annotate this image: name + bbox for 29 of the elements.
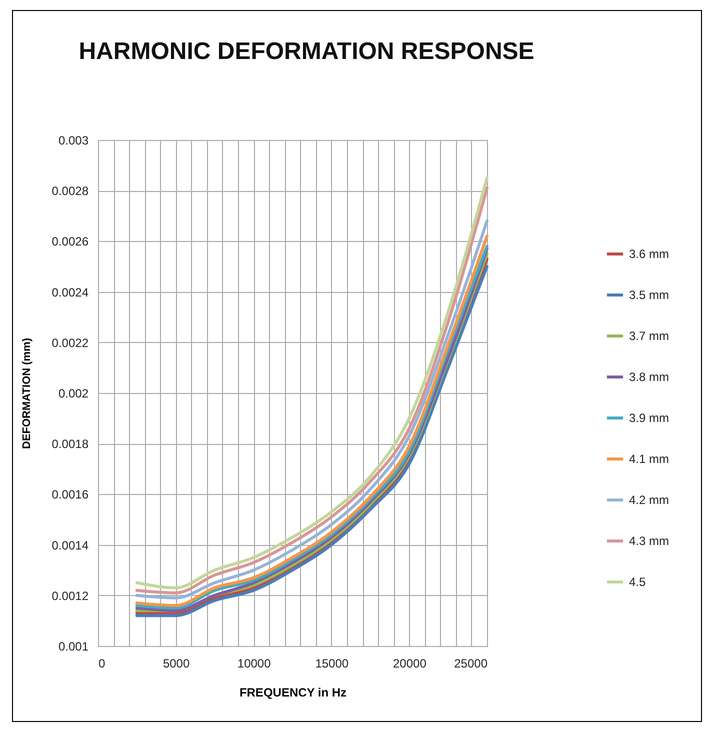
y-tick-label: 0.0026: [52, 234, 89, 249]
legend-label: 4.3 mm: [629, 534, 670, 548]
legend-label: 3.6 mm: [629, 247, 670, 261]
legend-label: 3.9 mm: [629, 411, 670, 425]
y-tick-label: 0.0022: [52, 336, 89, 350]
legend-label: 4.2 mm: [629, 493, 670, 507]
legend-label: 4.5: [629, 575, 646, 589]
x-tick-label: 25000: [454, 656, 488, 670]
y-axis-title: DEFORMATION (mm): [20, 338, 33, 450]
y-tick-label: 0.0014: [52, 538, 89, 552]
y-tick-label: 0.0012: [52, 588, 89, 603]
x-tick-label: 5000: [162, 656, 190, 670]
legend-label: 3.5 mm: [629, 288, 670, 302]
y-tick-label: 0.0018: [52, 437, 89, 452]
y-tick-label: 0.0028: [52, 184, 89, 198]
y-tick-label: 0.0016: [52, 488, 89, 502]
x-tick-label: 10000: [237, 656, 272, 670]
x-tick-label: 15000: [315, 656, 349, 670]
x-axis-title: FREQUENCY in Hz: [239, 686, 347, 700]
x-tick-label: 0: [98, 656, 106, 670]
legend-label: 3.8 mm: [629, 370, 670, 384]
y-tick-label: 0.001: [58, 640, 89, 654]
y-tick-label: 0.0024: [52, 285, 89, 300]
x-tick-label: 20000: [393, 656, 427, 670]
legend-label: 3.7 mm: [629, 329, 670, 343]
y-tick-label: 0.002: [58, 386, 89, 400]
y-tick-label: 0.003: [58, 134, 89, 148]
legend-label: 4.1 mm: [629, 452, 670, 466]
chart-title: HARMONIC DEFORMATION RESPONSE: [78, 38, 534, 65]
